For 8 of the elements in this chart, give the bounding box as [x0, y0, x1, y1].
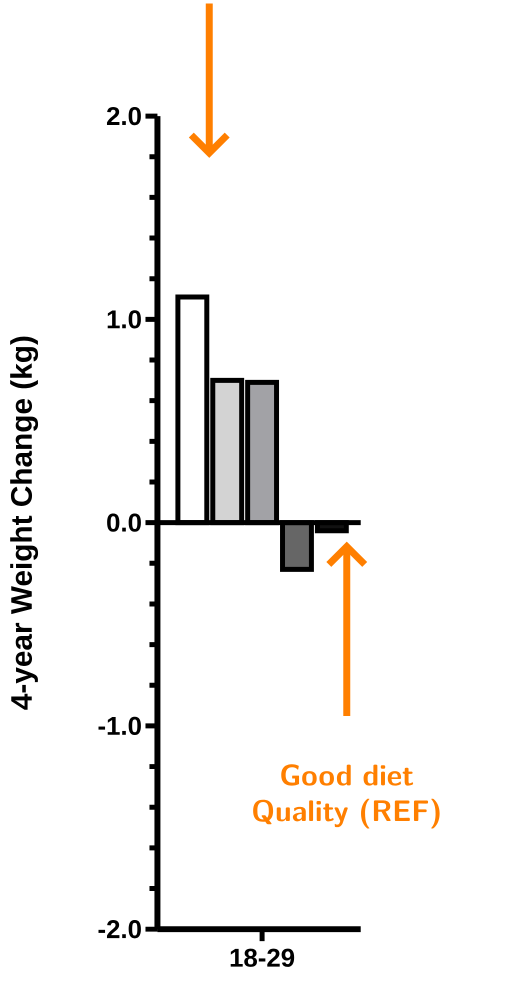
y-tick-label: 0.0: [107, 513, 141, 532]
y-tick-label: -1.0: [98, 716, 141, 736]
y-tick-label: 2.0: [106, 106, 141, 126]
y-tick-label: -2.0: [98, 920, 141, 938]
x-tick-label: 18-29: [230, 948, 294, 967]
y-axis-title: 4-year Weight Change (kg): [10, 336, 38, 710]
y-tick-label: 1.0: [108, 310, 141, 328]
annotation: Good diet Quality (REF): [253, 764, 440, 828]
